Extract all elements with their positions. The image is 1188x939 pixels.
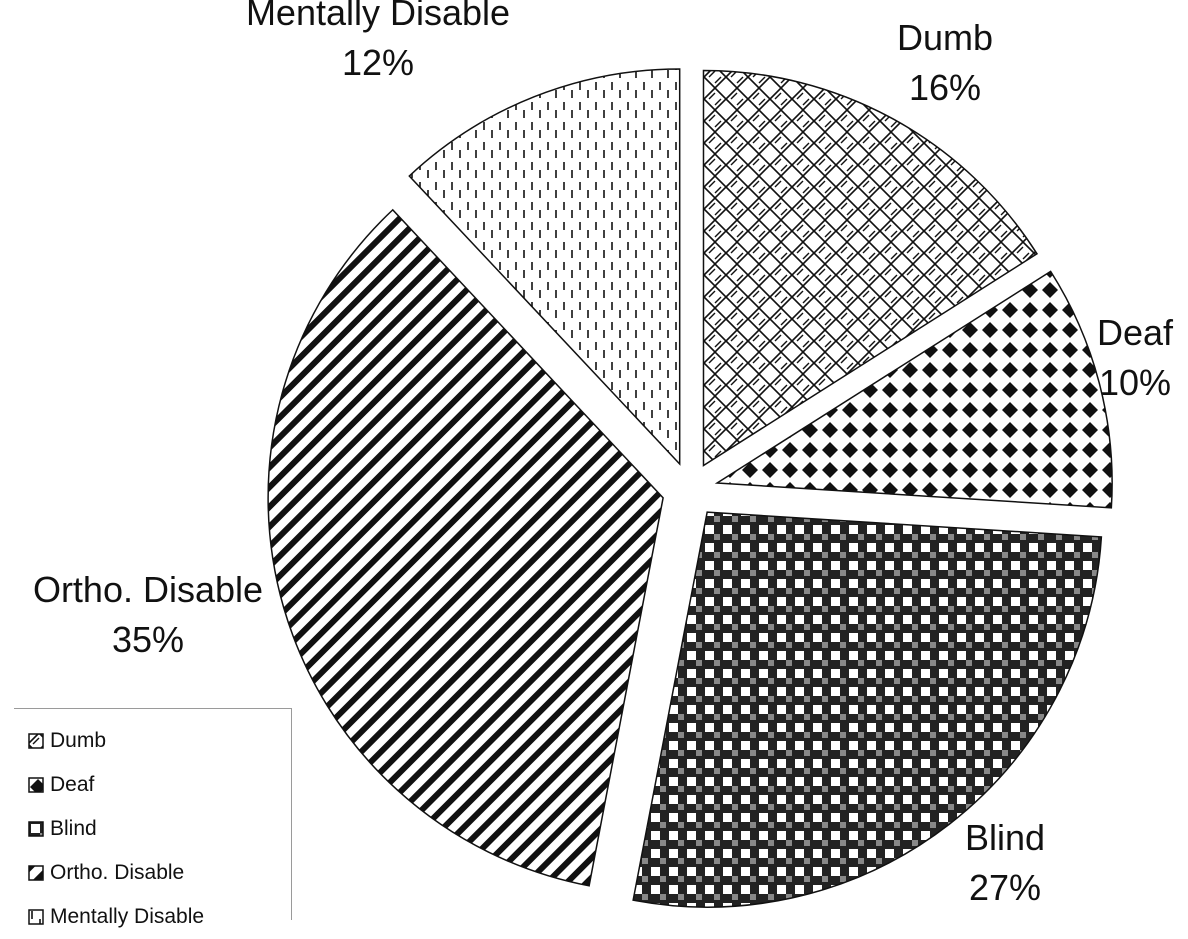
slice-value-blind: 27% [969, 867, 1041, 908]
pie-slice-ortho-disable [267, 208, 664, 887]
slice-label-dumb: Dumb [897, 17, 993, 58]
slice-value-deaf: 10% [1099, 362, 1171, 403]
legend-swatch-blind [28, 821, 44, 837]
legend: Dumb Deaf Blind Ortho. Disable Mentally Disa… [14, 708, 292, 928]
legend-item-blind: Blind [28, 807, 291, 851]
pie-slice-mentally-disable [408, 68, 681, 466]
legend-item-dumb: Dumb [28, 719, 291, 763]
legend-swatch-ortho-disable [28, 865, 44, 881]
slice-label-mentally-disable: Mentally Disable [246, 0, 510, 33]
slice-label-deaf: Deaf [1097, 312, 1174, 353]
legend-item-deaf: Deaf [28, 763, 291, 807]
legend-label-ortho-disable: Ortho. Disable [50, 861, 185, 884]
slice-label-blind: Blind [965, 817, 1045, 858]
legend-item-ortho-disable: Ortho. Disable [28, 851, 291, 895]
pie-slice-blind [632, 511, 1103, 908]
legend-swatch-deaf [28, 777, 44, 793]
slice-value-ortho-disable: 35% [112, 619, 184, 660]
slice-value-mentally-disable: 12% [342, 42, 414, 83]
legend-swatch-dumb [28, 733, 44, 749]
legend-label-mentally-disable: Mentally Disable [50, 905, 205, 928]
legend-label-deaf: Deaf [50, 773, 95, 796]
slice-value-dumb: 16% [909, 67, 981, 108]
legend-label-blind: Blind [50, 817, 97, 840]
pie-slice-dumb [702, 69, 1039, 467]
legend-item-mentally-disable: Mentally Disable [28, 895, 291, 939]
pie-slice-deaf [714, 270, 1113, 509]
legend-label-dumb: Dumb [50, 729, 107, 752]
slice-label-ortho-disable: Ortho. Disable [33, 569, 263, 610]
